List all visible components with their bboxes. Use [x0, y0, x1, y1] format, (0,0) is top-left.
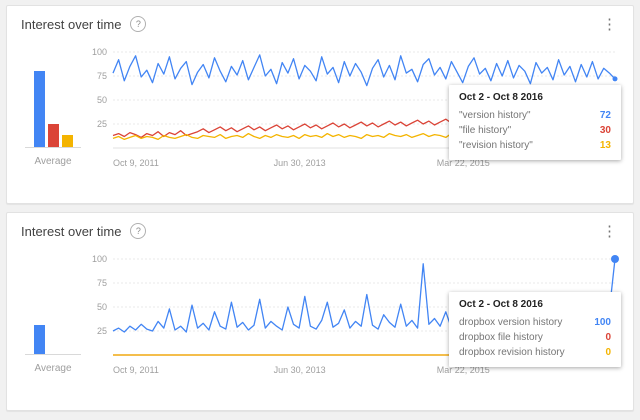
svg-text:25: 25 — [97, 326, 107, 336]
svg-text:Mar 22, 2015: Mar 22, 2015 — [437, 158, 490, 168]
panel-body: Average 100 75 50 25 Oct 9, 2011 Jun 30, 2013… — [7, 42, 633, 174]
average-bar — [47, 123, 59, 147]
svg-text:50: 50 — [97, 302, 107, 312]
tooltip-term: dropbox revision history — [459, 347, 565, 358]
average-bar — [33, 325, 45, 354]
tooltip-row: "version history" 72 — [459, 108, 611, 123]
tooltip-term: "revision history" — [459, 140, 533, 151]
svg-text:75: 75 — [97, 71, 107, 81]
svg-text:Jun 30, 2013: Jun 30, 2013 — [274, 365, 326, 375]
tooltip-term: "file history" — [459, 125, 512, 136]
svg-text:Jun 30, 2013: Jun 30, 2013 — [274, 158, 326, 168]
tooltip-row: dropbox revision history 0 — [459, 345, 611, 360]
svg-text:25: 25 — [97, 119, 107, 129]
tooltip-row: "revision history" 13 — [459, 138, 611, 153]
svg-text:100: 100 — [92, 47, 107, 57]
help-icon[interactable]: ? — [130, 223, 147, 239]
tooltip-value: 0 — [605, 347, 611, 358]
panel-header: Interest over time ? ⋮ — [7, 213, 633, 249]
svg-text:Oct 9, 2011: Oct 9, 2011 — [113, 158, 159, 168]
tooltip-date: Oct 2 - Oct 8 2016 — [459, 299, 543, 310]
kebab-menu-icon[interactable]: ⋮ — [602, 15, 617, 33]
tooltip-value: 100 — [594, 317, 611, 328]
tooltip-row: dropbox file history 0 — [459, 330, 611, 345]
panel-title: Interest over time — [21, 223, 122, 239]
line-chart-area[interactable]: 100 75 50 25 Oct 9, 2011 Jun 30, 2013 Mar 22, … — [83, 44, 629, 174]
tooltip-value: 30 — [599, 125, 611, 136]
panel-title: Interest over time — [21, 16, 122, 32]
interest-over-time-panel-1: Interest over time ? ⋮ Average 100 75 50 25… — [6, 5, 634, 204]
average-label: Average — [34, 363, 72, 374]
svg-text:Mar 22, 2015: Mar 22, 2015 — [437, 365, 490, 375]
tooltip-term: dropbox file history — [459, 332, 543, 343]
tooltip-term: "version history" — [459, 110, 531, 121]
line-chart-area[interactable]: 100 75 50 25 Oct 9, 2011 Jun 30, 2013 Mar 22, … — [83, 251, 629, 381]
average-bar-chart: Average — [23, 44, 83, 174]
chart-tooltip: Oct 2 - Oct 8 2016 "version history" 72 … — [449, 85, 621, 160]
svg-text:50: 50 — [97, 95, 107, 105]
chart-tooltip: Oct 2 - Oct 8 2016 dropbox version histo… — [449, 292, 621, 367]
tooltip-date: Oct 2 - Oct 8 2016 — [459, 92, 543, 103]
average-bars — [25, 251, 81, 355]
svg-text:Oct 9, 2011: Oct 9, 2011 — [113, 365, 159, 375]
svg-text:75: 75 — [97, 278, 107, 288]
average-bar — [61, 134, 73, 147]
tooltip-value: 0 — [605, 332, 611, 343]
tooltip-row: dropbox version history 100 — [459, 315, 611, 330]
help-icon[interactable]: ? — [130, 16, 147, 32]
average-bar — [33, 71, 45, 147]
svg-text:100: 100 — [92, 254, 107, 264]
panel-header: Interest over time ? ⋮ — [7, 6, 633, 42]
tooltip-value: 13 — [599, 140, 611, 151]
kebab-menu-icon[interactable]: ⋮ — [602, 222, 617, 240]
tooltip-row: "file history" 30 — [459, 123, 611, 138]
average-bars — [25, 44, 81, 148]
average-label: Average — [34, 156, 72, 167]
interest-over-time-panel-2: Interest over time ? ⋮ Average 100 75 50 25… — [6, 212, 634, 411]
tooltip-value: 72 — [599, 110, 611, 121]
tooltip-term: dropbox version history — [459, 317, 563, 328]
average-bar-chart: Average — [23, 251, 83, 381]
panel-body: Average 100 75 50 25 Oct 9, 2011 Jun 30, 2013… — [7, 249, 633, 381]
